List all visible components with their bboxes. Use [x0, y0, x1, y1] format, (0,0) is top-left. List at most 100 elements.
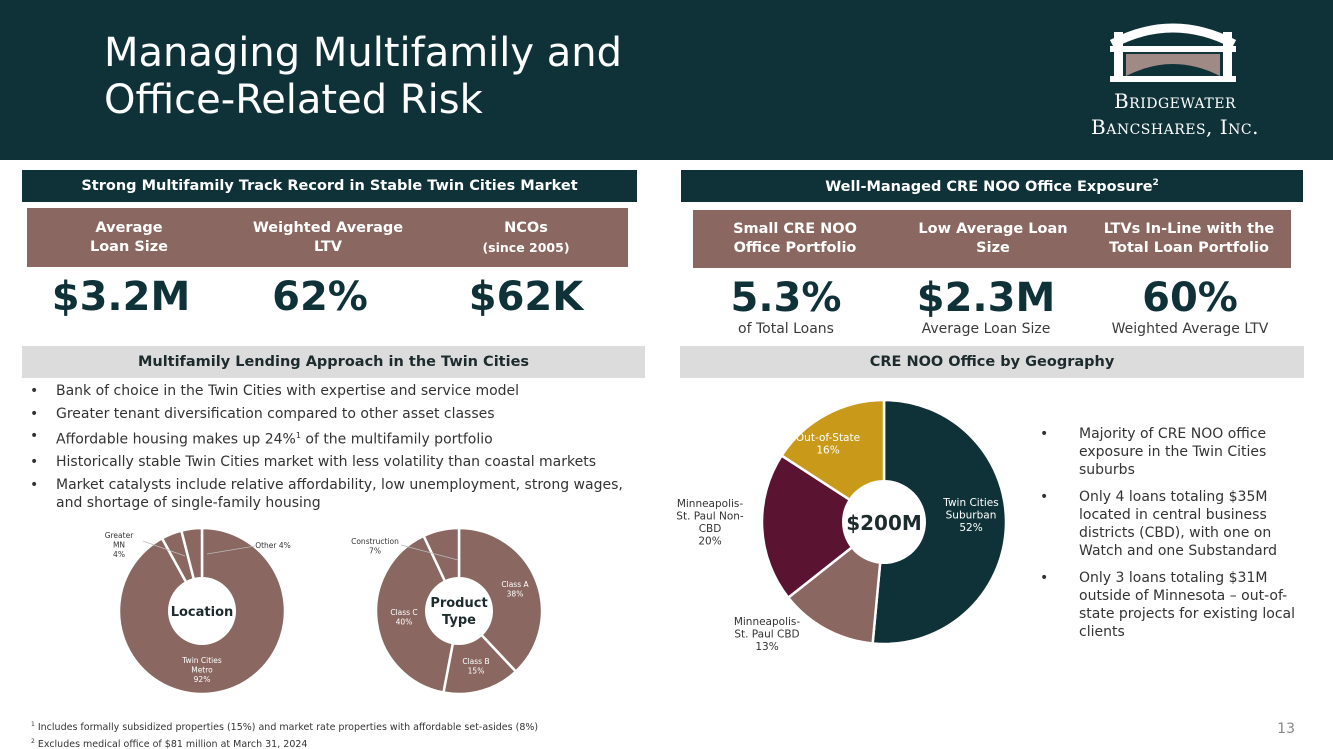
- title-line-1: Managing Multifamily and: [104, 30, 623, 76]
- small-portfolio-tile: Small CRE NOO Office Portfolio: [693, 210, 897, 268]
- office-section-title: Well-Managed CRE NOO Office Exposure2: [825, 178, 1159, 195]
- approach-section-header: Multifamily Lending Approach in the Twin…: [22, 346, 645, 378]
- pie-slice-class-a: [457, 526, 544, 674]
- tile-label: Average: [95, 219, 163, 236]
- footnote-1: 1 Includes formally subsidized propertie…: [31, 718, 538, 735]
- footnote-marker: 2: [1152, 177, 1159, 188]
- tile-label: LTV: [314, 238, 342, 255]
- pie-label: 40%: [396, 618, 413, 627]
- office-portfolio-caption: of Total Loans: [738, 321, 834, 337]
- office-loan-size-caption: Average Loan Size: [921, 321, 1051, 337]
- pie-center-title: $200M: [846, 511, 922, 535]
- tile-label: Total Loan Portfolio: [1109, 240, 1269, 256]
- geography-section-title: CRE NOO Office by Geography: [869, 354, 1115, 370]
- pie-label: 16%: [816, 445, 839, 457]
- list-item: Greater tenant diversification compared …: [30, 405, 645, 423]
- pie-label: Class C: [390, 608, 417, 617]
- tile-label: Low Average Loan: [918, 221, 1068, 237]
- footnote-text: Excludes medical office of $81 million a…: [37, 739, 308, 749]
- pie-label: Out-of-State: [796, 432, 860, 444]
- bullet-text: Affordable housing makes up 24%: [56, 431, 296, 448]
- pie-center-title: Location: [171, 605, 234, 620]
- logo-wordmark: Bridgewater Bancshares, Inc.: [1050, 88, 1300, 140]
- pie-label: Other 4%: [255, 541, 291, 550]
- pie-label: 13%: [755, 641, 778, 653]
- pie-label: Metro: [191, 666, 213, 675]
- multifamily-section-header: Strong Multifamily Track Record in Stabl…: [22, 170, 637, 202]
- pie-label: Class A: [501, 580, 529, 589]
- tile-label: Weighted Average: [252, 219, 404, 236]
- weighted-ltv-value: 62%: [272, 274, 368, 320]
- office-ltv-value: 60%: [1142, 275, 1238, 321]
- office-ltv-caption: Weighted Average LTV: [1111, 321, 1269, 337]
- pie-label: Suburban: [946, 510, 997, 522]
- pie-label: St. Paul Non-: [676, 511, 744, 523]
- pie-label: MN: [113, 541, 125, 550]
- pie-label: Twin Cities: [942, 497, 998, 509]
- list-item: Bank of choice in the Twin Cities with e…: [30, 382, 645, 400]
- footnote-marker: 2: [31, 738, 35, 746]
- tile-label: Office Portfolio: [733, 240, 857, 256]
- approach-section-title: Multifamily Lending Approach in the Twin…: [137, 354, 530, 370]
- ltv-inline-tile: LTVs In-Line with the Total Loan Portfol…: [1087, 210, 1291, 268]
- avg-loan-size-value: $3.2M: [51, 274, 191, 320]
- avg-loan-size-tile: Average Loan Size: [27, 208, 231, 267]
- pie-label: Twin Cities: [181, 656, 222, 665]
- pie-label: Greater: [105, 531, 134, 540]
- geography-section-header: CRE NOO Office by Geography: [680, 346, 1304, 378]
- ncos-value: $62K: [468, 274, 584, 320]
- pie-center: [842, 480, 926, 564]
- pie-label: St. Paul CBD: [734, 629, 799, 641]
- page-number: 13: [1277, 721, 1295, 737]
- pie-label: 52%: [959, 522, 982, 534]
- pie-label: 20%: [698, 536, 721, 548]
- pie-center: [425, 577, 493, 645]
- low-loan-size-tile: Low Average Loan Size: [891, 210, 1095, 268]
- multifamily-section-title: Strong Multifamily Track Record in Stabl…: [81, 178, 578, 194]
- list-item: Affordable housing makes up 24%1 of the …: [30, 427, 645, 449]
- tile-label: LTVs In-Line with the: [1103, 221, 1275, 237]
- pie-center-title: Product: [430, 596, 487, 611]
- footnote-marker: 1: [31, 721, 35, 728]
- list-item: Only 4 loans totaling $35M located in ce…: [1040, 488, 1300, 560]
- pie-label: 7%: [369, 547, 381, 556]
- office-loan-size-value: $2.3M: [916, 275, 1056, 321]
- bridge-logo-icon: [1109, 23, 1237, 82]
- list-item: Market catalysts include relative afford…: [30, 476, 645, 512]
- footnote-text: Includes formally subsidized properties …: [37, 722, 539, 734]
- list-item: Only 3 loans totaling $31M outside of Mi…: [1040, 569, 1300, 641]
- pie-label: 4%: [113, 550, 125, 559]
- pie-label: 15%: [468, 667, 485, 676]
- label-leader-line: [142, 540, 186, 557]
- page-title: Managing Multifamily and Office-Related …: [104, 30, 804, 124]
- list-item: Historically stable Twin Cities market w…: [30, 453, 645, 471]
- ncos-tile: NCOs (since 2005): [424, 208, 628, 267]
- tile-label: NCOs: [504, 219, 548, 236]
- approach-bullet-list: Bank of choice in the Twin Cities with e…: [30, 382, 645, 516]
- logo-line-1: Bridgewater: [1113, 89, 1237, 113]
- product-type-pie-chart: Product Type Class A38% Class B15% Class C40…: [351, 526, 544, 696]
- pie-slice-twin-cities-suburban: [871, 398, 1008, 646]
- office-section-header: Well-Managed CRE NOO Office Exposure2: [681, 170, 1303, 202]
- pie-label: Construction: [351, 537, 399, 546]
- tile-sublabel: (since 2005): [482, 239, 570, 255]
- footnote-2: 2 Excludes medical office of $81 million…: [31, 735, 538, 749]
- pie-slice-minneapolis-st-paul-non-cbd: [760, 453, 887, 600]
- list-item: Majority of CRE NOO office exposure in t…: [1040, 425, 1300, 479]
- footnotes: 1 Includes formally subsidized propertie…: [31, 718, 538, 749]
- office-section-title-text: Well-Managed CRE NOO Office Exposure: [825, 178, 1153, 195]
- header-banner: Managing Multifamily and Office-Related …: [0, 0, 1333, 160]
- footnote-marker: 1: [295, 431, 301, 440]
- label-leader-line: [400, 544, 459, 561]
- pie-center-title: Type: [442, 613, 476, 628]
- pie-label: Minneapolis-: [734, 616, 801, 628]
- weighted-ltv-tile: Weighted Average LTV: [226, 208, 430, 267]
- pie-label: Class B: [462, 657, 489, 666]
- pie-label: 38%: [507, 590, 524, 599]
- title-line-2: Office-Related Risk: [104, 77, 483, 123]
- tile-label: Size: [976, 240, 1010, 256]
- logo-line-2: Bancshares, Inc.: [1091, 115, 1259, 139]
- pie-label: Minneapolis-: [677, 498, 744, 510]
- tile-label: Small CRE NOO: [733, 221, 857, 237]
